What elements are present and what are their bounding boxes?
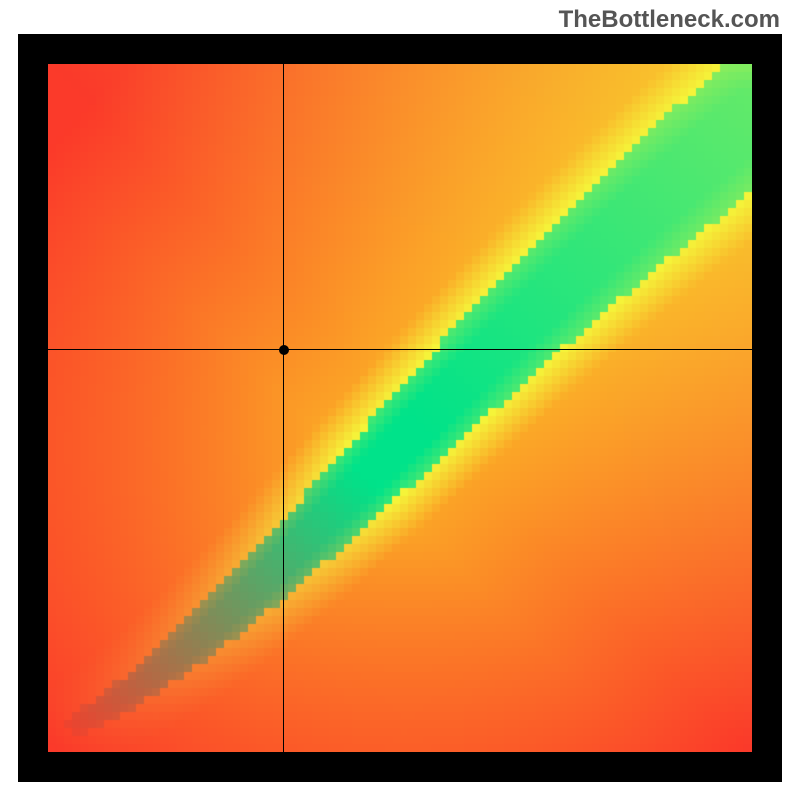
heatmap-canvas (48, 64, 752, 752)
crosshair-vertical (283, 64, 284, 752)
crosshair-marker (279, 345, 289, 355)
watermark-text: TheBottleneck.com (559, 6, 780, 34)
crosshair-horizontal (48, 349, 752, 350)
root: TheBottleneck.com (0, 0, 800, 800)
